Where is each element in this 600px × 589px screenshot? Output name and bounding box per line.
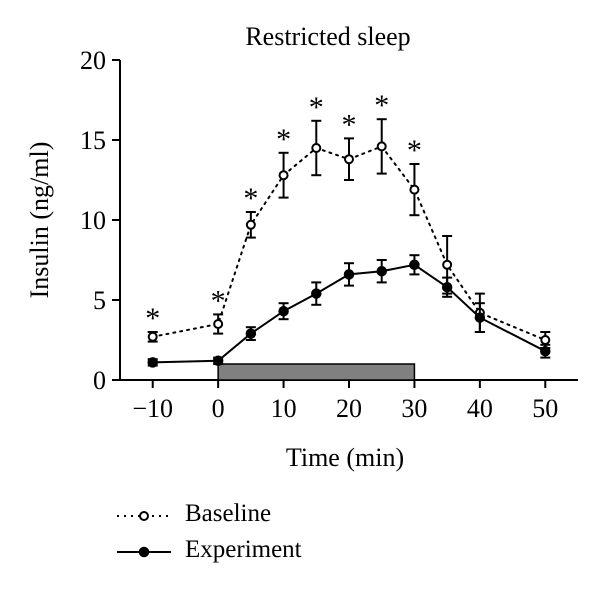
data-point-experiment xyxy=(343,269,355,280)
data-point-baseline xyxy=(213,319,224,329)
significance-star: * xyxy=(309,91,324,124)
data-point-experiment xyxy=(540,345,551,357)
legend-experiment-label: Experiment xyxy=(185,536,302,563)
series-layer xyxy=(147,118,551,368)
significance-star: * xyxy=(276,123,291,156)
legend-baseline-marker-icon xyxy=(117,511,171,521)
data-point-experiment xyxy=(376,265,387,277)
significance-star: * xyxy=(145,302,160,335)
legend-experiment-marker-icon xyxy=(117,546,171,558)
y-tick-label: 5 xyxy=(93,286,106,315)
y-axis-label: Insulin (ng/ml) xyxy=(25,142,54,299)
legend-item-experiment: Experiment xyxy=(115,536,375,566)
x-tick-label: 30 xyxy=(401,394,427,423)
data-point-experiment xyxy=(474,312,486,323)
legend-item-baseline: Baseline xyxy=(115,500,375,530)
x-axis-label: Time (min) xyxy=(286,443,404,472)
data-point-experiment xyxy=(212,355,224,367)
axes: 0 5 10 15 20 −10 0 10 20 30 40 50 xyxy=(80,46,578,423)
data-point-experiment xyxy=(147,357,158,368)
x-tick-label: 10 xyxy=(271,394,297,423)
x-tick-label: 20 xyxy=(336,394,362,423)
y-tick-label: 10 xyxy=(80,206,106,235)
data-point-baseline xyxy=(311,143,322,153)
data-point-baseline xyxy=(540,335,551,345)
data-point-baseline xyxy=(442,259,453,270)
legend-baseline-label: Baseline xyxy=(185,500,272,527)
x-tick-label: 50 xyxy=(532,394,558,423)
data-point-baseline xyxy=(245,219,256,230)
significance-layer: * * * * * * * * xyxy=(145,89,422,335)
chart-title: Restricted sleep xyxy=(245,22,410,51)
y-tick-label: 15 xyxy=(80,126,106,155)
significance-star: * xyxy=(211,284,226,317)
significance-star: * xyxy=(374,89,389,122)
data-point-baseline xyxy=(344,154,354,165)
y-tick-label: 0 xyxy=(93,366,106,395)
data-point-baseline xyxy=(147,331,158,342)
treatment-bar-layer xyxy=(217,363,416,381)
treatment-bar xyxy=(217,363,416,381)
data-point-experiment xyxy=(245,328,257,339)
data-point-baseline xyxy=(278,170,289,181)
significance-star: * xyxy=(243,182,258,215)
x-tick-label: 0 xyxy=(212,394,225,423)
data-point-experiment xyxy=(441,281,453,293)
data-point-experiment xyxy=(311,288,322,299)
x-tick-label: −10 xyxy=(132,394,173,423)
data-point-experiment xyxy=(278,305,289,317)
x-tick-label: 40 xyxy=(467,394,493,423)
y-tick-label: 20 xyxy=(80,46,106,75)
significance-star: * xyxy=(342,108,357,141)
significance-star: * xyxy=(407,134,422,167)
data-point-baseline xyxy=(409,184,420,195)
data-point-baseline xyxy=(376,141,387,152)
data-point-experiment xyxy=(409,259,420,271)
